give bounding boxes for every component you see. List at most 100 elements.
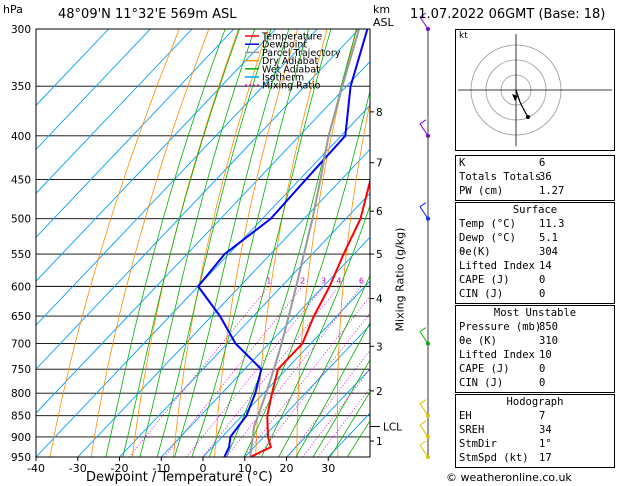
stat-value: 10: [539, 349, 552, 361]
wind-barb-dot: [426, 434, 430, 439]
stat-row: Temp (°C) 11.3: [456, 218, 614, 232]
mixing-ratio-label: 4: [336, 276, 341, 285]
wind-barb-flag: [419, 399, 427, 405]
wind-barb: [419, 424, 429, 438]
stat-value: 14: [539, 260, 552, 272]
pressure-tick-label: 800: [11, 388, 31, 400]
dry-adiabat-line: [90, 29, 210, 457]
wet-adiabat-line: [243, 89, 370, 457]
hodograph-trace: [515, 89, 529, 118]
pressure-tick-label: 450: [11, 175, 31, 187]
stat-row: Pressure (mb) 850: [456, 321, 614, 335]
km-tick-label: 8: [376, 107, 383, 119]
stat-label: K: [459, 157, 466, 169]
stat-row: CAPE (J) 0: [456, 274, 614, 288]
wind-barb: [419, 331, 429, 344]
pressure-tick-label: 500: [11, 214, 31, 226]
stat-label: Lifted Index: [459, 349, 535, 361]
km-tick-label: 3: [376, 341, 383, 353]
series-parcel-trajectory: [249, 29, 361, 457]
stat-label: Pressure (mb): [459, 321, 542, 333]
isotherm-line: [36, 29, 276, 282]
legend-label: Parcel Trajectory: [262, 48, 341, 59]
pressure-tick-label: 650: [11, 311, 31, 323]
wind-barb-dot: [426, 27, 430, 31]
stat-value: 0: [539, 288, 546, 300]
stat-row: Dewp (°C) 5.1: [456, 232, 614, 246]
mixing-ratio-line: [186, 286, 324, 457]
stat-value: 0: [539, 274, 546, 286]
wind-barb-flag: [419, 202, 427, 208]
asl-unit-label: ASL: [373, 16, 394, 29]
isotherm-line: [286, 368, 370, 457]
isotherm-line: [202, 280, 370, 457]
stat-row: EH 7: [456, 410, 614, 424]
isotherm-line: [36, 60, 370, 414]
panel-title: Surface: [512, 204, 558, 216]
dry-adiabat-line: [214, 29, 299, 457]
surface-panel: Surface Temp (°C) 11.3 Dewp (°C) 5.1 θe(K) 304…: [455, 202, 615, 304]
mixing-ratio-label: 2: [300, 276, 305, 285]
pressure-tick-label: 700: [11, 339, 31, 351]
mixing-ratio-label: 20: [429, 276, 439, 285]
mixing-ratio-line: [202, 286, 340, 457]
mixing-ratio-label: 3: [321, 276, 326, 285]
mixing-ratio-line: [243, 295, 370, 457]
pressure-tick-label: 900: [11, 432, 31, 444]
km-tick-label: 1: [376, 436, 383, 448]
x-tick-label: 10: [238, 462, 252, 475]
wet-adiabat-line: [105, 29, 226, 457]
stat-value: 6: [539, 157, 546, 169]
legend-label: Temperature: [261, 32, 322, 43]
dry-adiabat-line: [414, 29, 445, 457]
dry-adiabat-line: [49, 29, 180, 457]
wet-adiabat-line: [278, 274, 370, 457]
x-tick-label: -30: [69, 462, 87, 475]
pressure-tick-label: 300: [11, 24, 31, 36]
wind-barb-flag: [419, 420, 427, 426]
wet-adiabat-line: [139, 29, 256, 457]
stat-label: Lifted Index: [459, 260, 535, 272]
wind-barb: [419, 123, 429, 137]
dry-adiabat-line: [296, 29, 358, 457]
wet-adiabat-line: [191, 29, 310, 457]
mixing-ratio-line: [225, 286, 362, 457]
isotherm-line: [36, 29, 318, 326]
stat-label: PW (cm): [459, 185, 504, 197]
mixing-ratio-label: 8: [375, 276, 380, 285]
km-tick-label: 7: [376, 158, 383, 170]
location-title: 48°09'N 11°32'E 569m ASL: [58, 7, 237, 22]
mixing-ratio-label: 16: [415, 276, 425, 285]
panel-title: Hodograph: [506, 396, 564, 408]
stat-value: 34: [539, 424, 552, 436]
stat-label: Totals Totals: [459, 171, 542, 183]
stat-row: Lifted Index 14: [456, 260, 614, 274]
stat-row: CIN (J) 0: [456, 288, 614, 302]
wind-barb-flag: [419, 119, 427, 125]
mixing-ratio-axis-label: Mixing Ratio (g/kg): [393, 227, 407, 332]
stat-value: 17: [539, 452, 552, 464]
x-tick-label: 20: [280, 462, 294, 475]
km-tick-label: 2: [376, 386, 383, 398]
legend-label: Mixing Ratio: [262, 81, 321, 92]
stat-label: CAPE (J): [459, 363, 510, 375]
pressure-tick-label: 600: [11, 281, 31, 293]
dry-adiabat-line: [621, 29, 629, 457]
stat-label: CAPE (J): [459, 274, 510, 286]
stat-label: StmDir: [459, 438, 497, 450]
mixing-ratio-label: 6: [359, 276, 364, 285]
isotherm-line: [77, 148, 370, 457]
x-tick-label: -20: [111, 462, 129, 475]
stat-row: SREH 34: [456, 424, 614, 438]
wind-barb-dot: [426, 133, 430, 138]
stat-row: PW (cm) 1.27: [456, 185, 614, 199]
wind-barb-flag: [419, 440, 427, 446]
km-unit-label: km: [373, 3, 391, 16]
x-tick-label: 30: [321, 462, 335, 475]
km-tick-label: 4: [376, 294, 383, 306]
mixing-ratio-label: 25: [443, 276, 453, 285]
stat-row: StmSpd (kt) 17: [456, 452, 614, 466]
pressure-tick-label: 950: [11, 452, 31, 464]
